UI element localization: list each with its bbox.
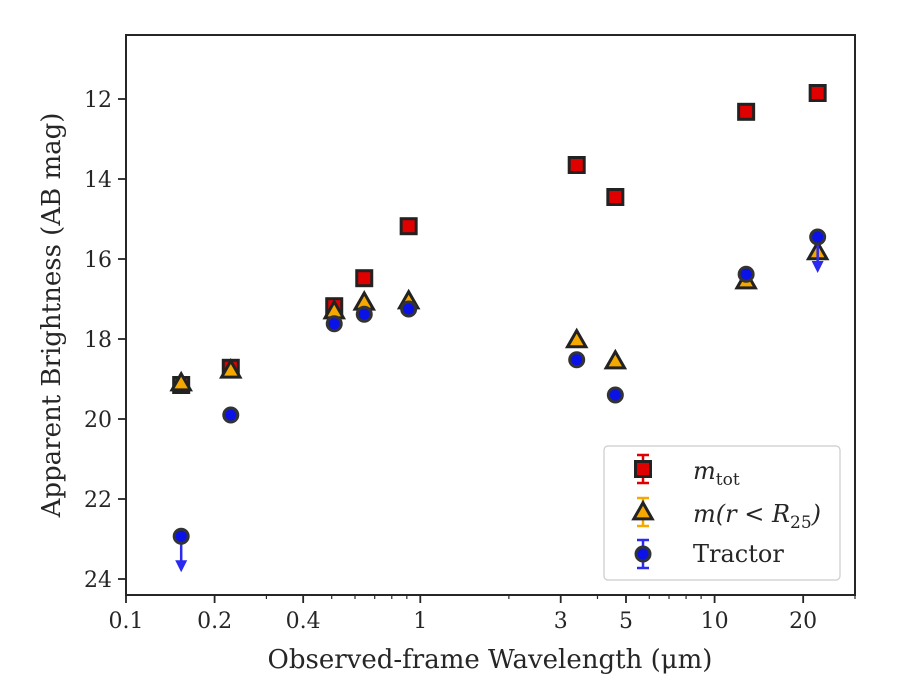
y-tick-label: 20 (84, 408, 112, 433)
legend-mtot-main: m (693, 457, 716, 485)
legend-marker-square (634, 460, 652, 478)
data-point-circle (355, 305, 373, 323)
y-axis-ticks: 12 14 16 18 20 22 24 (84, 88, 126, 593)
data-point-circle (172, 527, 190, 545)
data-point-circle (809, 228, 827, 246)
legend-mr25-sub: 25 (790, 513, 812, 533)
data-point-square (355, 269, 374, 288)
legend: mtot m(r < R25) Tractor (603, 445, 841, 581)
x-tick-label: 20 (789, 609, 817, 634)
data-point-circle (606, 386, 624, 404)
legend-mtot-sub: tot (716, 470, 740, 490)
x-tick-label: 3 (554, 609, 568, 634)
data-point-circle (568, 351, 586, 369)
plot-area-frame (125, 34, 856, 596)
data-point-circle (325, 315, 343, 333)
x-tick-label: 10 (701, 609, 729, 634)
legend-label-mr25: m(r < R25) (693, 500, 821, 533)
legend-markers (631, 453, 655, 570)
x-tick-label: 0.4 (286, 609, 321, 634)
y-tick-label: 22 (84, 488, 112, 513)
data-point-circle (400, 300, 418, 318)
data-points (169, 84, 830, 573)
legend-mr25-main: m(r < R (693, 500, 790, 528)
upper-limit-arrow-head (811, 261, 824, 273)
x-tick-label: 5 (619, 609, 633, 634)
x-tick-label: 1 (413, 609, 427, 634)
y-tick-label: 12 (84, 88, 112, 113)
y-tick-label: 18 (84, 328, 112, 353)
legend-marker-triangle (631, 499, 655, 521)
data-point-triangle (564, 327, 589, 349)
x-axis-label: Observed-frame Wavelength (μm) (268, 645, 713, 675)
y-tick-label: 24 (84, 568, 112, 593)
data-point-square (808, 84, 827, 102)
y-tick-label: 14 (84, 168, 112, 193)
x-axis-ticks: 0.1 0.2 0.4 1 3 5 10 20 (109, 595, 856, 634)
legend-mr25-close: ) (811, 500, 821, 528)
data-point-triangle (169, 370, 193, 392)
x-tick-label: 0.2 (197, 609, 232, 634)
x-tick-label: 0.1 (109, 609, 144, 634)
data-point-circle (737, 265, 755, 283)
data-point-square (567, 156, 586, 174)
y-tick-label: 16 (84, 248, 112, 273)
data-point-square (737, 102, 756, 121)
data-point-circle (222, 406, 240, 424)
legend-marker-circle (634, 545, 652, 563)
legend-label-tractor: Tractor (693, 540, 784, 568)
data-point-triangle (603, 348, 628, 370)
series-circle-group (172, 228, 827, 573)
data-point-triangle (218, 357, 243, 379)
data-point-square (399, 217, 418, 236)
y-axis-label: Apparent Brightness (AB mag) (37, 113, 67, 519)
legend-box (603, 445, 841, 581)
data-point-square (606, 188, 625, 206)
legend-label-mtot: mtot (693, 457, 740, 490)
upper-limit-arrow-head (175, 560, 188, 573)
